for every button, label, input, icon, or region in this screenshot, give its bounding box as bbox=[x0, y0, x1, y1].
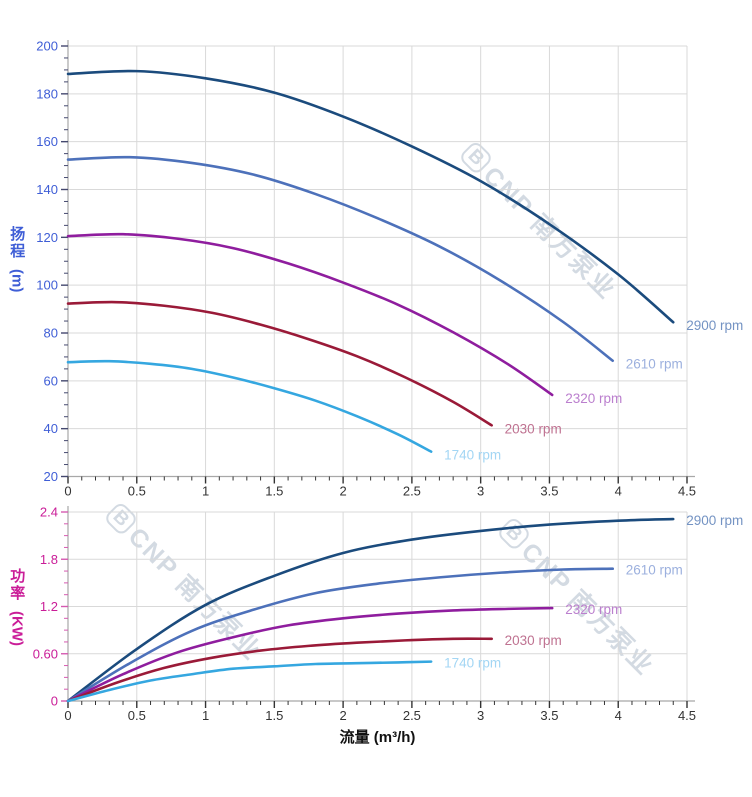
power-curve-chart-curve-label-2610-rpm: 2610 rpm bbox=[626, 563, 683, 578]
power-curve-chart-y-tick-label: 1.8 bbox=[40, 552, 58, 567]
head-curve-chart-ticks bbox=[61, 45, 688, 484]
power-axis-title: 功率 (KW) bbox=[8, 568, 25, 646]
power-curve-chart-x-tick-label: 4 bbox=[615, 708, 622, 723]
head-curve-chart-x-tick-label: 0 bbox=[64, 484, 71, 499]
flow-axis-title: 流量 (m³/h) bbox=[339, 729, 416, 746]
power-curve-chart-tick-labels: 0 0.5 1 1.5 2 2.5 3 3.5 4 4.5 0 0.60 1.2 1.8 2.4 bbox=[33, 505, 696, 724]
power-curve-chart-x-tick-label: 4.5 bbox=[678, 708, 696, 723]
power-curve-chart-curve-label-2320-rpm: 2320 rpm bbox=[565, 602, 622, 617]
head-curve-chart: 0 0.5 1 1.5 2 2.5 3 3.5 4 4.5 20 40 60 80 100 120 140 160… bbox=[36, 39, 743, 499]
head-curve-chart-y-tick-label: 60 bbox=[44, 373, 58, 388]
power-curve-chart-x-tick-label: 1 bbox=[202, 708, 209, 723]
power-curve-chart: 0 0.5 1 1.5 2 2.5 3 3.5 4 4.5 0 0.60 1.2 1.8 2.4 2900 r… bbox=[33, 505, 744, 724]
power-curve-chart-curve-2320-rpm bbox=[66, 606, 554, 703]
head-curve-chart-y-tick-label: 160 bbox=[36, 134, 58, 149]
head-curve-chart-y-tick-label: 20 bbox=[44, 469, 58, 484]
power-curve-chart-curve-label-2030-rpm: 2030 rpm bbox=[505, 633, 562, 648]
power-curve-chart-gridlines bbox=[68, 511, 688, 701]
power-curve-chart-curve-2900-rpm bbox=[66, 517, 675, 703]
head-curve-chart-x-tick-label: 4.5 bbox=[678, 484, 696, 499]
power-curve-chart-y-tick-label: 0.60 bbox=[33, 646, 58, 661]
head-curve-chart-x-tick-label: 1.5 bbox=[265, 484, 283, 499]
head-curve-chart-axes bbox=[67, 40, 695, 478]
head-curve-chart-y-tick-label: 100 bbox=[36, 278, 58, 293]
head-curve-chart-x-tick-label: 2.5 bbox=[403, 484, 421, 499]
power-curve-chart-y-tick-label: 0 bbox=[51, 694, 58, 709]
head-curve-chart-x-tick-label: 2 bbox=[339, 484, 346, 499]
head-curve-chart-y-tick-label: 140 bbox=[36, 182, 58, 197]
head-curve-chart-curve-1740-rpm bbox=[66, 359, 433, 453]
head-axis-title-text: 扬程 bbox=[8, 226, 26, 260]
head-curve-chart-curve-2610-rpm bbox=[66, 155, 615, 363]
power-curve-chart-curve-2610-rpm bbox=[66, 567, 615, 703]
head-curve-chart-curve-label-2610-rpm: 2610 rpm bbox=[626, 357, 683, 372]
head-curve-chart-curve-2030-rpm bbox=[66, 300, 493, 427]
head-curve-chart-curve-label-1740-rpm: 1740 rpm bbox=[444, 448, 501, 463]
head-axis-title: 扬程 (m) bbox=[8, 226, 25, 293]
power-curve-chart-x-tick-label: 2.5 bbox=[403, 708, 421, 723]
head-curve-chart-gridlines bbox=[68, 45, 688, 477]
head-curve-chart-curve-2320-rpm bbox=[66, 232, 554, 397]
head-curve-chart-y-tick-label: 80 bbox=[44, 326, 58, 341]
head-curve-chart-curve-label-2900-rpm: 2900 rpm bbox=[686, 318, 743, 333]
power-curve-chart-x-tick-label: 3 bbox=[477, 708, 484, 723]
head-curve-chart-y-tick-label: 180 bbox=[36, 86, 58, 101]
head-curve-chart-x-tick-label: 0.5 bbox=[128, 484, 146, 499]
head-curve-chart-y-tick-label: 200 bbox=[36, 39, 58, 54]
head-axis-unit: (m) bbox=[8, 269, 26, 293]
power-curve-chart-curve-2030-rpm bbox=[66, 637, 493, 703]
head-curve-chart-y-tick-label: 120 bbox=[36, 230, 58, 245]
power-curve-chart-x-tick-label: 0.5 bbox=[128, 708, 146, 723]
head-curve-chart-x-tick-label: 4 bbox=[615, 484, 622, 499]
power-curve-chart-curve-label-2900-rpm: 2900 rpm bbox=[686, 513, 743, 528]
power-curve-chart-x-tick-label: 3.5 bbox=[540, 708, 558, 723]
power-axis-unit: (KW) bbox=[8, 611, 26, 647]
power-axis-title-text: 功率 bbox=[8, 568, 26, 602]
head-curve-chart-curve-label-2030-rpm: 2030 rpm bbox=[505, 421, 562, 436]
head-curve-chart-curve-label-2320-rpm: 2320 rpm bbox=[565, 391, 622, 406]
power-curve-chart-curve-1740-rpm bbox=[66, 660, 433, 703]
power-curve-chart-x-tick-label: 2 bbox=[339, 708, 346, 723]
head-curve-chart-y-tick-label: 40 bbox=[44, 421, 58, 436]
head-curve-chart-x-tick-label: 3.5 bbox=[540, 484, 558, 499]
head-curve-chart-curve-2900-rpm bbox=[66, 69, 675, 324]
head-curve-chart-tick-labels: 0 0.5 1 1.5 2 2.5 3 3.5 4 4.5 20 40 60 80 100 120 140 160… bbox=[36, 39, 696, 499]
power-curve-chart-y-tick-label: 2.4 bbox=[40, 505, 58, 520]
power-curve-chart-x-tick-label: 1.5 bbox=[265, 708, 283, 723]
power-curve-chart-curve-label-1740-rpm: 1740 rpm bbox=[444, 656, 501, 671]
head-curve-chart-x-tick-label: 1 bbox=[202, 484, 209, 499]
power-curve-chart-y-tick-label: 1.2 bbox=[40, 599, 58, 614]
power-curve-chart-x-tick-label: 0 bbox=[64, 708, 71, 723]
head-curve-chart-x-tick-label: 3 bbox=[477, 484, 484, 499]
